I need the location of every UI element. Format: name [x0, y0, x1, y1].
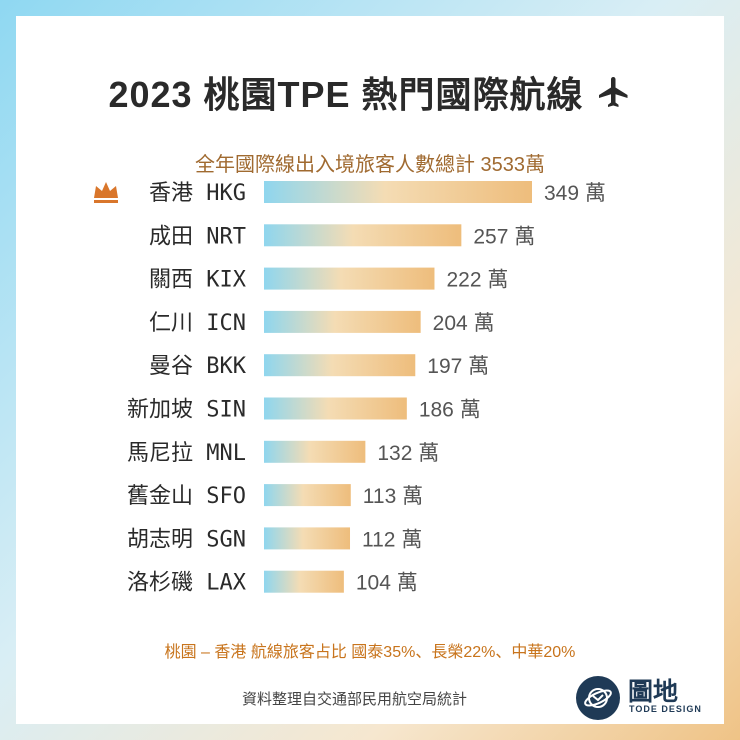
value-label: 104 萬 [356, 572, 418, 595]
value-label: 204 萬 [433, 312, 495, 335]
value-label: 112 萬 [362, 528, 422, 551]
category-label: 胡志明 SGN [127, 527, 246, 552]
category-label: 馬尼拉 MNL [127, 441, 246, 466]
category-label: 仁川 ICN [149, 311, 246, 336]
chart-title-row: 2023 桃園TPE 熱門國際航線 [16, 62, 724, 122]
chart-subtitle: 全年國際線出入境旅客人數總計 3533萬 [194, 154, 546, 176]
bar [264, 354, 416, 377]
category-label: 關西 KIX [149, 268, 247, 293]
data-source: 資料整理自交通部民用航空局統計 [242, 691, 468, 708]
brand-logo: 圖地 TODE DESIGN [576, 676, 716, 722]
brand-subtitle: TODE DESIGN [629, 704, 702, 714]
infographic-card: 2023 桃園TPE 熱門國際航線 全年國際線出入境旅客人數總計 3533萬 香… [16, 16, 724, 724]
bar [264, 570, 344, 593]
category-label: 舊金山 SFO [127, 484, 246, 509]
bar [264, 181, 532, 203]
bar [264, 310, 421, 333]
crown-icon [94, 182, 118, 203]
category-label: 成田 NRT [149, 224, 246, 249]
value-label: 113 萬 [363, 485, 423, 508]
market-share-note: 桃園 – 香港 航線旅客占比 國泰35%、長榮22%、中華20% [164, 644, 576, 661]
bar [264, 397, 407, 420]
category-label: 洛杉磯 LAX [127, 571, 247, 596]
bar [264, 440, 366, 463]
chart-title: 2023 桃園TPE 熱門國際航線 [108, 74, 584, 115]
globe-icon [576, 676, 620, 720]
bar-chart: 香港 HKG 349 萬成田 NRT 257 萬關西 KIX 222 萬仁川 ICN 2… [94, 181, 606, 596]
value-label: 349 萬 [544, 182, 606, 205]
bar [264, 484, 351, 507]
value-label: 222 萬 [446, 269, 508, 292]
airplane-icon [598, 77, 628, 107]
value-label: 186 萬 [419, 399, 481, 422]
brand-name: 圖地 [628, 678, 679, 706]
bar [264, 267, 435, 290]
category-label: 新加坡 SIN [127, 398, 246, 423]
value-label: 132 萬 [377, 442, 439, 465]
category-label: 香港 HKG [149, 181, 246, 206]
bar [264, 527, 351, 550]
bar [264, 224, 462, 247]
value-label: 197 萬 [427, 355, 489, 378]
category-label: 曼谷 BKK [149, 354, 247, 379]
value-label: 257 萬 [473, 225, 535, 248]
